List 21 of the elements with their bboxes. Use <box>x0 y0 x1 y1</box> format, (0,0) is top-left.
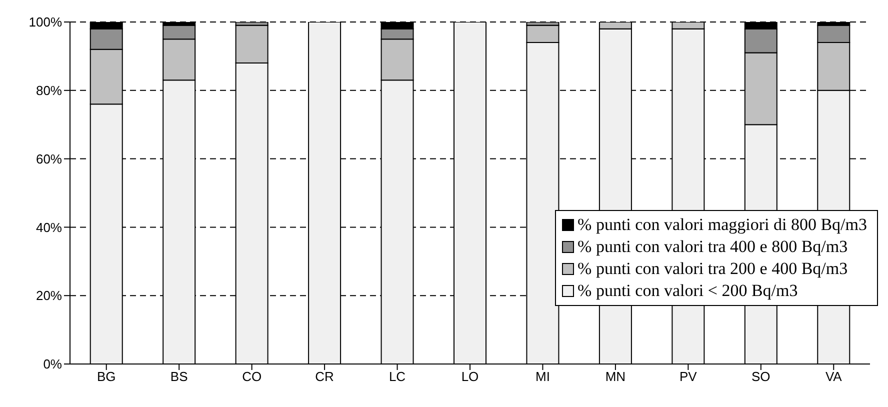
x-tick-label: BG <box>96 369 116 384</box>
x-tick-label: PV <box>680 369 698 384</box>
legend-label: % punti con valori tra 200 e 400 Bq/m3 <box>578 258 848 280</box>
x-tick-label: BS <box>170 369 188 384</box>
y-tick-label: 60% <box>36 151 62 166</box>
legend-label: % punti con valori < 200 Bq/m3 <box>578 280 798 302</box>
x-tick-label: LO <box>461 369 479 384</box>
y-tick-label: 100% <box>28 14 62 30</box>
y-tick-label: 20% <box>36 288 62 304</box>
x-tick-label: VA <box>825 369 842 384</box>
x-tick-label: MN <box>605 369 626 384</box>
legend-label: % punti con valori tra 400 e 800 Bq/m3 <box>578 236 848 258</box>
x-tick-label: CO <box>242 369 262 384</box>
y-tick-label: 0% <box>43 356 62 372</box>
y-tick-label: 40% <box>36 220 62 235</box>
legend-label: % punti con valori maggiori di 800 Bq/m3 <box>578 214 867 236</box>
x-tick-label: LC <box>388 369 406 384</box>
x-tick-label: SO <box>752 369 770 384</box>
x-tick-label: MI <box>536 369 550 384</box>
x-tick-label: CR <box>315 369 334 384</box>
y-tick-label: 80% <box>36 83 62 98</box>
